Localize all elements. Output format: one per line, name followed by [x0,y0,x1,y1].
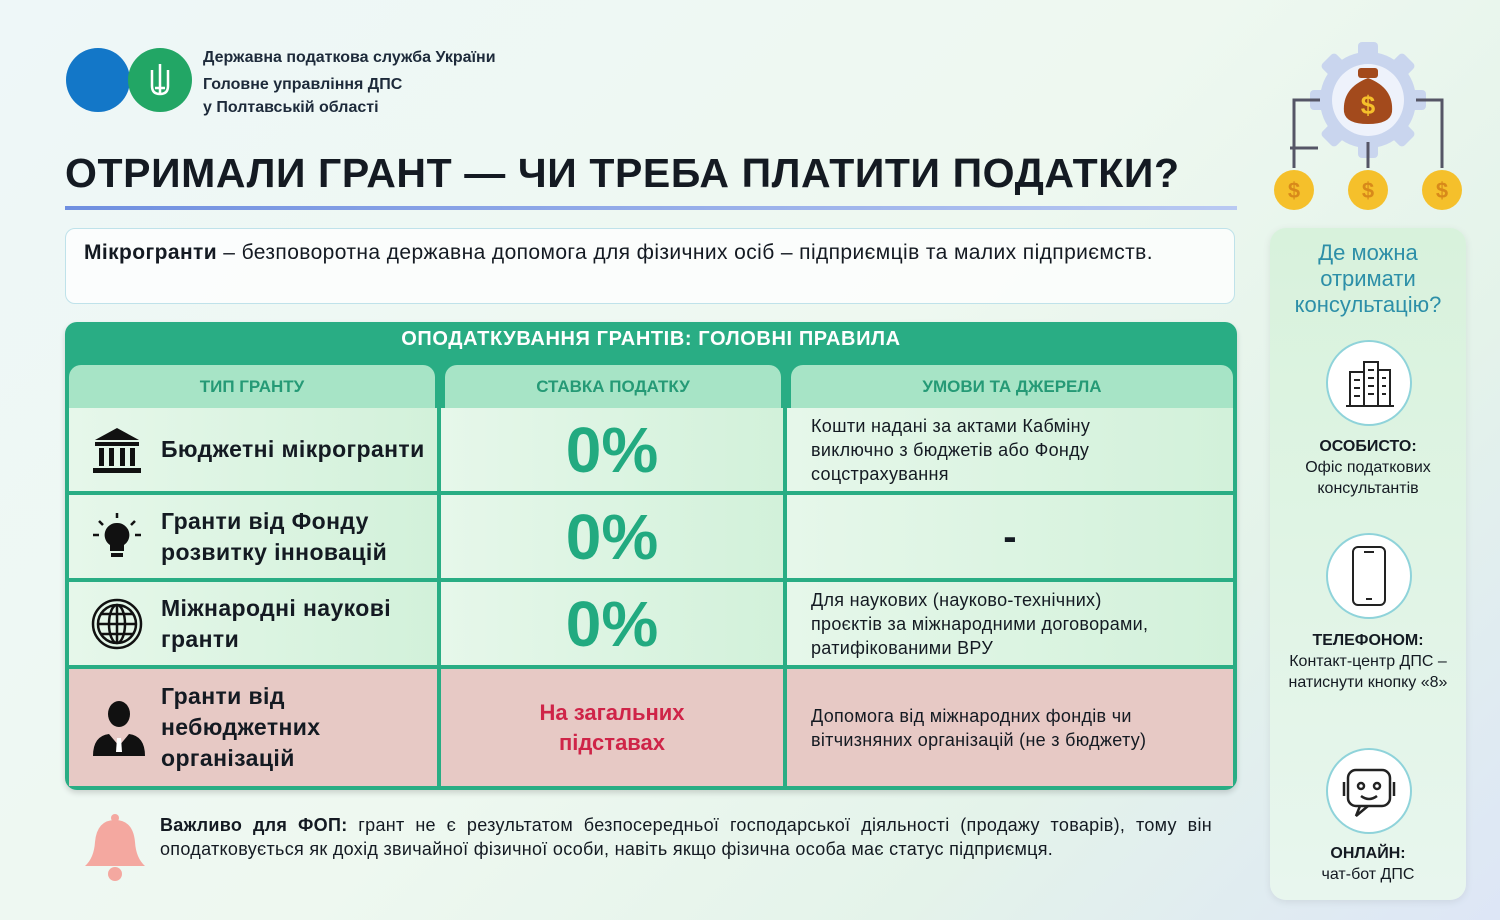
conditions: Допомога від міжнародних фондів чи вітчи… [787,669,1233,786]
page-title: ОТРИМАЛИ ГРАНТ — ЧИ ТРЕБА ПЛАТИТИ ПОДАТК… [65,150,1180,196]
tax-rate: 0% [441,582,783,665]
note: Важливо для ФОП: грант не є результатом … [160,813,1212,861]
tax-rate: На загальних підставах [441,669,783,786]
consult-text: Офіс податкових консультантів [1305,459,1431,497]
bulb-icon [93,512,141,557]
grant-type: Міжнародні наукові гранти [69,582,437,665]
building-icon [1346,361,1394,407]
intro-text: – безповоротна державна допомога для фіз… [223,241,1153,264]
intro-term: Мікрогранти [84,241,218,264]
grant-type-text: Гранти від Фонду розвитку інновацій [161,507,388,565]
note-text: грант не є результатом безпосередньої го… [160,815,1212,859]
grant-type-text: Гранти від небюджетних організацій [161,683,321,771]
office-icon [1326,340,1412,426]
svg-text:$: $ [1288,178,1300,203]
tax-rate: 0% [441,408,783,491]
consult-text: Контакт-центр ДПС – натиснути кнопку «8» [1288,653,1448,691]
svg-text:$: $ [1436,178,1448,203]
conditions: - [787,495,1233,578]
phone-shape [1352,546,1386,606]
grant-type-text: Бюджетні мікрогранти [161,436,425,462]
consult-item: ОСОБИСТО: Офіс податкових консультантів [1270,436,1466,499]
grant-type: Гранти від Фонду розвитку інновацій [69,495,437,578]
money-illustration: $ $ $ $ [1274,42,1462,210]
chat-icon [1326,748,1412,834]
table-header: УМОВИ ТА ДЖЕРЕЛА [791,365,1233,408]
globe-icon [91,598,143,649]
consult-label: ОНЛАЙН: [1330,845,1406,862]
org-name: Державна податкова служба України Головн… [203,46,496,119]
org-line: у Полтавській області [203,99,379,116]
intro-box: Мікрогранти – безповоротна державна допо… [65,228,1235,304]
consultation-panel: Де можна отримати консультацію? ОСОБИСТО… [1270,228,1466,900]
bank-icon [93,427,141,473]
consult-item: ОНЛАЙН: чат-бот ДПС [1270,843,1466,885]
logo [66,48,192,112]
org-line: Головне управління ДПС [203,76,403,93]
conditions: Кошти надані за актами Кабміну виключно … [787,408,1233,491]
bell-icon [85,814,145,881]
bot-shape [1342,768,1396,817]
grant-type: Бюджетні мікрогранти [69,408,437,491]
grant-type: Гранти від небюджетних організацій [69,669,437,786]
table-header: СТАВКА ПОДАТКУ [445,365,781,408]
table-title: ОПОДАТКУВАННЯ ГРАНТІВ: ГОЛОВНІ ПРАВИЛА [401,328,901,350]
org-line: Державна податкова служба України [203,49,496,66]
consult-label: ОСОБИСТО: [1319,438,1417,455]
tax-rate: 0% [441,495,783,578]
conditions: Для наукових (науково-технічних) проєкті… [787,582,1233,665]
table-header: ТИП ГРАНТУ [69,365,435,408]
title-underline [65,206,1237,210]
person-icon [93,700,145,756]
phone-icon [1326,533,1412,619]
rules-table: ОПОДАТКУВАННЯ ГРАНТІВ: ГОЛОВНІ ПРАВИЛА Т… [65,322,1237,790]
panel-title: Де можна отримати консультацію? [1294,240,1442,317]
consult-item: ТЕЛЕФОНОМ: Контакт-центр ДПС – натиснути … [1270,630,1466,693]
consult-label: ТЕЛЕФОНОМ: [1312,632,1424,649]
svg-text:$: $ [1361,90,1376,120]
note-lead: Важливо для ФОП: [160,815,348,835]
svg-text:$: $ [1362,178,1374,203]
consult-text: чат-бот ДПС [1321,866,1415,883]
grant-type-text: Міжнародні наукові гранти [161,594,392,652]
